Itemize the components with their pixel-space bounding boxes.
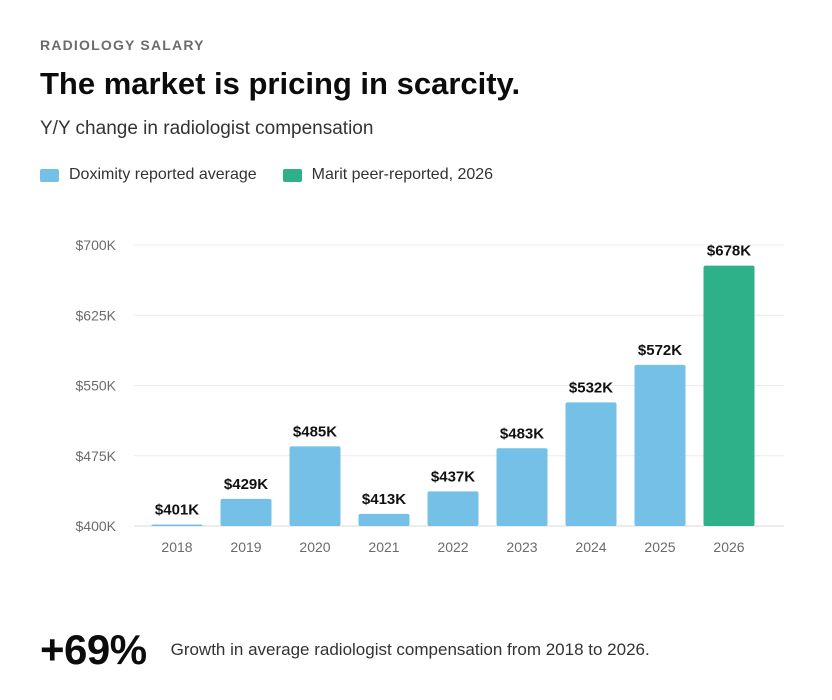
y-tick-label: $700K bbox=[76, 237, 117, 253]
footer-summary: +69% Growth in average radiologist compe… bbox=[40, 626, 650, 674]
x-tick-label-2026: 2026 bbox=[713, 539, 744, 555]
legend-swatch-marit bbox=[282, 168, 302, 182]
chart-subtitle: Y/Y change in radiologist compensation bbox=[40, 118, 374, 139]
bar-2023 bbox=[496, 448, 548, 526]
data-label-2019: $429K bbox=[224, 476, 268, 493]
bar-2022 bbox=[427, 491, 479, 526]
legend-label-marit: Marit peer-reported, 2026 bbox=[311, 166, 494, 183]
data-label-2026: $678K bbox=[707, 243, 751, 260]
data-label-2024: $532K bbox=[569, 379, 613, 396]
bar-2026 bbox=[703, 265, 755, 526]
chart-legend: Doximity reported average Marit peer-rep… bbox=[40, 166, 519, 184]
bar-2020 bbox=[289, 446, 341, 526]
x-tick-label-2021: 2021 bbox=[368, 539, 399, 555]
x-tick-label-2025: 2025 bbox=[644, 539, 675, 555]
growth-stat: +69% bbox=[40, 626, 147, 673]
bar-chart: $400K $475K $550K $625K $700K $401K 2018 $429K 2… bbox=[76, 237, 784, 555]
legend-swatch-doximity bbox=[40, 168, 59, 182]
data-label-2023: $483K bbox=[500, 425, 544, 442]
data-label-2021: $413K bbox=[362, 491, 406, 508]
x-tick-label-2024: 2024 bbox=[575, 539, 606, 555]
data-label-2025: $572K bbox=[638, 342, 682, 359]
bar-2025 bbox=[634, 364, 686, 526]
eyebrow-label: RADIOLOGY SALARY bbox=[40, 37, 205, 53]
y-tick-label: $400K bbox=[76, 518, 117, 534]
bar-2019 bbox=[220, 498, 272, 526]
data-label-2020: $485K bbox=[293, 423, 337, 440]
legend-item-marit: Marit peer-reported, 2026 bbox=[282, 166, 494, 184]
y-tick-label: $550K bbox=[76, 378, 117, 394]
data-label-2022: $437K bbox=[431, 468, 475, 485]
bar-2018 bbox=[151, 524, 203, 526]
legend-label-doximity: Doximity reported average bbox=[69, 166, 257, 183]
x-tick-label-2023: 2023 bbox=[506, 539, 537, 555]
growth-description: Growth in average radiologist compensati… bbox=[170, 640, 650, 659]
x-tick-label-2019: 2019 bbox=[230, 539, 261, 555]
bar-2024 bbox=[565, 402, 617, 526]
y-tick-label: $475K bbox=[76, 448, 117, 464]
x-tick-label-2022: 2022 bbox=[437, 539, 468, 555]
x-tick-label-2020: 2020 bbox=[299, 539, 330, 555]
y-tick-label: $625K bbox=[76, 307, 117, 323]
bar-2021 bbox=[358, 513, 410, 526]
x-tick-label-2018: 2018 bbox=[161, 539, 192, 555]
legend-item-doximity: Doximity reported average bbox=[40, 166, 257, 184]
data-label-2018: $401K bbox=[155, 502, 199, 519]
page-title: The market is pricing in scarcity. bbox=[40, 66, 521, 101]
